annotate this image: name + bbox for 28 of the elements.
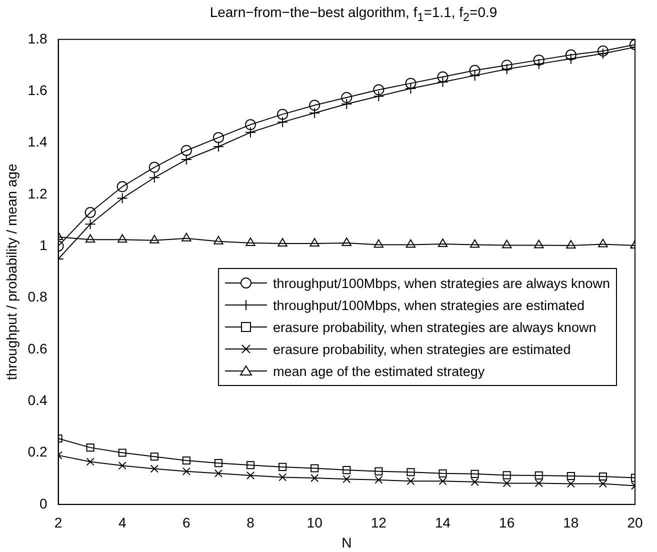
legend-label: mean age of the estimated strategy — [273, 364, 485, 378]
x-tick-label: 4 — [118, 514, 126, 531]
x-tick-label: 8 — [246, 514, 255, 531]
y-tick-label: 1.4 — [28, 134, 48, 150]
y-tick-label: 0.8 — [28, 288, 48, 305]
legend-label: throughput/100Mbps, when strategies are estimated — [273, 298, 584, 312]
chart-title: Learn−from−the−best algorithm, f$_{1}$=1.1, f$_{2}$=0.9 — [208, 3, 498, 26]
legend-label: erasure probability, when strategies are estimated — [273, 342, 571, 356]
y-tick-label: 1.6 — [28, 82, 48, 98]
x-tick-label: 2 — [54, 514, 62, 531]
x-tick-label: 14 — [434, 514, 451, 531]
y-tick-label: 0 — [39, 495, 48, 512]
x-tick-label: 20 — [627, 514, 643, 531]
x-tick-label: 12 — [370, 514, 387, 531]
x-tick-label: 10 — [306, 514, 323, 531]
y-tick-label: 0.6 — [28, 340, 48, 356]
x-axis-title: N — [342, 534, 352, 550]
x-tick-label: 6 — [182, 514, 191, 531]
x-tick-label: 16 — [499, 514, 515, 531]
legend-label: throughput/100Mbps, when strategies are always known — [273, 276, 610, 290]
x-tick-label: 18 — [563, 514, 579, 531]
y-tick-label: 1.8 — [28, 30, 48, 46]
y-tick-label: 1 — [39, 236, 48, 253]
y-tick-label: 0.2 — [28, 444, 48, 460]
y-axis-title: throughput / probability / mean age — [3, 164, 20, 380]
y-tick-label: 0.4 — [28, 392, 48, 408]
y-tick-label: 1.2 — [28, 185, 48, 202]
legend-label: erasure probability, when strategies are always known — [273, 320, 596, 334]
